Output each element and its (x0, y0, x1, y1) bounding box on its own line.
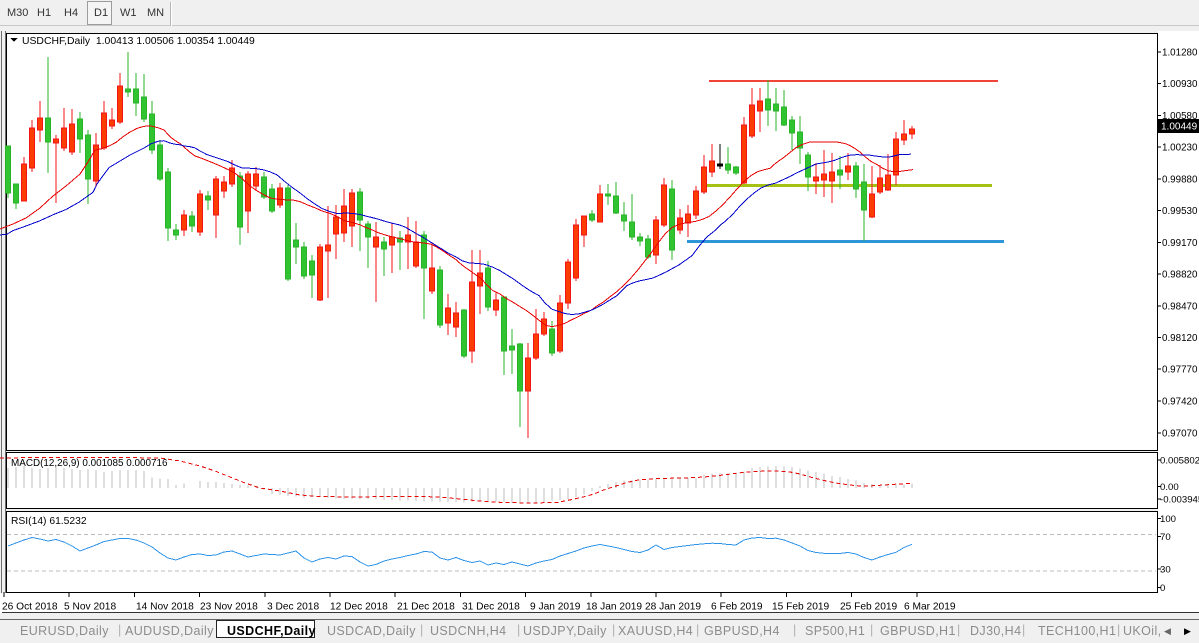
svg-text:-0.003945: -0.003945 (1160, 495, 1199, 506)
svg-text:0.005802: 0.005802 (1160, 456, 1199, 467)
svg-text:0.98120: 0.98120 (1162, 333, 1198, 344)
svg-text:3 Dec 2018: 3 Dec 2018 (267, 602, 319, 613)
svg-text:21 Dec 2018: 21 Dec 2018 (397, 602, 455, 613)
svg-text:RSI(14) 61.5232: RSI(14) 61.5232 (11, 516, 87, 527)
svg-text:0.97770: 0.97770 (1162, 365, 1198, 376)
svg-text:0.00: 0.00 (1160, 482, 1179, 493)
svg-text:30: 30 (1160, 565, 1171, 576)
svg-text:0.99530: 0.99530 (1162, 206, 1198, 217)
svg-text:0.98820: 0.98820 (1162, 270, 1198, 281)
svg-text:0.97420: 0.97420 (1162, 397, 1198, 408)
svg-text:26 Oct 2018: 26 Oct 2018 (2, 602, 58, 613)
svg-text:1.01280: 1.01280 (1162, 48, 1198, 59)
svg-text:1.00230: 1.00230 (1162, 143, 1198, 154)
svg-text:70: 70 (1160, 532, 1171, 543)
svg-text:25 Feb 2019: 25 Feb 2019 (840, 602, 898, 613)
svg-text:6 Mar 2019: 6 Mar 2019 (904, 602, 956, 613)
svg-text:USDCHF,Daily 1.00413 1.00506: USDCHF,Daily 1.00413 1.00506 1.00354 1.0… (22, 36, 255, 47)
svg-text:1.00449: 1.00449 (1161, 122, 1198, 133)
svg-text:14 Nov 2018: 14 Nov 2018 (136, 602, 194, 613)
svg-text:0.97070: 0.97070 (1162, 428, 1198, 439)
svg-text:31 Dec 2018: 31 Dec 2018 (462, 602, 520, 613)
svg-text:23 Nov 2018: 23 Nov 2018 (200, 602, 258, 613)
svg-text:15 Feb 2019: 15 Feb 2019 (772, 602, 830, 613)
svg-text:100: 100 (1160, 514, 1176, 525)
svg-text:5 Nov 2018: 5 Nov 2018 (64, 602, 116, 613)
svg-text:0.99170: 0.99170 (1162, 238, 1198, 249)
svg-text:12 Dec 2018: 12 Dec 2018 (330, 602, 388, 613)
svg-text:0.99880: 0.99880 (1162, 174, 1198, 185)
svg-text:MACD(12,26,9) 0.001085 0.00071: MACD(12,26,9) 0.001085 0.000716 (11, 458, 168, 469)
svg-text:6 Feb 2019: 6 Feb 2019 (711, 602, 763, 613)
svg-text:28 Jan 2019: 28 Jan 2019 (645, 602, 701, 613)
svg-text:0: 0 (1160, 583, 1165, 594)
svg-text:1.00930: 1.00930 (1162, 79, 1198, 90)
svg-text:0.98470: 0.98470 (1162, 301, 1198, 312)
svg-text:18 Jan 2019: 18 Jan 2019 (586, 602, 642, 613)
svg-text:9 Jan 2019: 9 Jan 2019 (530, 602, 581, 613)
svg-text:1.00580: 1.00580 (1162, 111, 1198, 122)
